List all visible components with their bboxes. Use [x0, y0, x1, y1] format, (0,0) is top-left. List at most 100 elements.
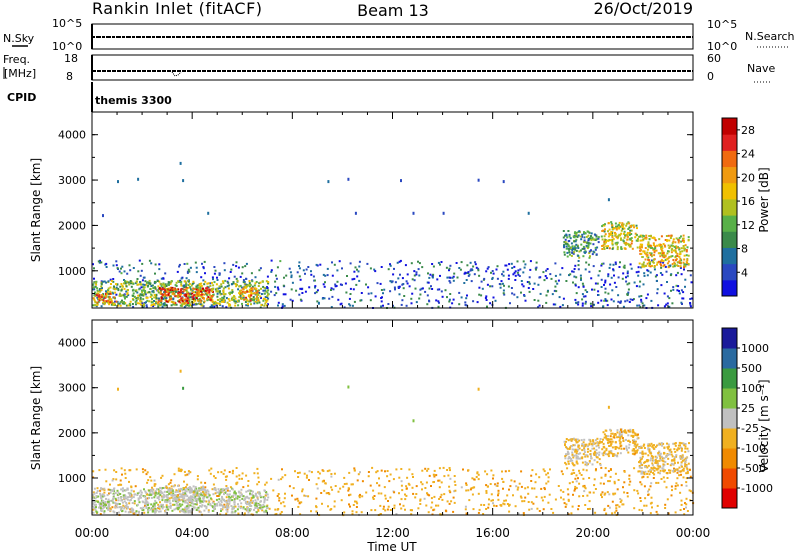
velocity-cell	[619, 501, 622, 503]
velocity-cell	[393, 491, 396, 494]
power-cell	[472, 265, 475, 268]
power-cell	[418, 297, 421, 300]
power-cell	[682, 291, 685, 294]
velocity-cell	[667, 447, 670, 450]
power-cell	[683, 249, 686, 252]
power-cell	[140, 300, 143, 303]
power-cell	[142, 283, 145, 286]
velocity-cell	[95, 506, 97, 509]
velocity-cell	[192, 503, 195, 505]
power-cell	[389, 280, 392, 283]
power-colorbar-swatch	[722, 134, 737, 151]
power-cell	[609, 233, 612, 236]
velocity-cell	[226, 510, 229, 513]
velocity-cell	[168, 487, 171, 490]
velocity-cell	[665, 486, 668, 489]
power-cell	[685, 263, 688, 266]
power-cell	[180, 277, 183, 280]
velocity-cell	[222, 505, 225, 508]
power-cell	[675, 274, 678, 277]
power-cell	[264, 299, 267, 302]
velocity-cell	[247, 480, 250, 482]
power-cell	[687, 254, 690, 257]
power-point	[137, 177, 140, 181]
velocity-cell	[228, 497, 231, 500]
velocity-cell	[172, 499, 175, 502]
velocity-cell	[604, 474, 607, 477]
power-cell	[653, 265, 656, 267]
velocity-cell	[124, 472, 127, 475]
power-cell	[676, 264, 679, 267]
velocity-cell	[685, 477, 688, 480]
power-cell	[574, 264, 577, 267]
power-cell	[189, 266, 192, 269]
velocity-cell	[161, 507, 164, 510]
velocity-cell	[180, 468, 183, 471]
power-cell	[614, 231, 616, 234]
power-cell	[507, 285, 510, 288]
velocity-cell	[609, 444, 612, 447]
power-cell	[162, 277, 165, 280]
power-cell	[192, 287, 195, 290]
power-cell	[674, 241, 677, 244]
power-cell	[310, 273, 313, 276]
velocity-cell	[199, 497, 202, 500]
velocity-cell	[150, 503, 153, 506]
power-cell	[669, 245, 672, 248]
velocity-cell	[165, 506, 168, 508]
power-cell	[129, 280, 132, 282]
power-cell	[307, 266, 310, 268]
power-cell	[177, 288, 180, 291]
velocity-cell	[121, 487, 124, 490]
power-cell	[614, 233, 617, 236]
velocity-cell	[233, 490, 236, 493]
velocity-cell	[249, 508, 252, 511]
velocity-cell	[578, 482, 581, 485]
velocity-cell	[680, 503, 683, 506]
power-cell	[582, 295, 585, 298]
velocity-cell	[242, 507, 245, 510]
velocity-cell	[149, 490, 152, 493]
velocity-cell	[139, 507, 142, 510]
power-cell	[290, 276, 293, 279]
power-cell	[667, 260, 670, 263]
power-cell	[683, 258, 686, 261]
power-cell	[604, 291, 607, 294]
velocity-cell	[236, 508, 239, 511]
velocity-cell	[575, 439, 578, 442]
velocity-cell	[115, 471, 118, 473]
power-cell	[284, 293, 287, 296]
power-cell	[221, 300, 223, 303]
velocity-cell	[596, 461, 599, 464]
power-cell	[446, 296, 448, 299]
velocity-cell	[208, 500, 211, 503]
velocity-cell	[509, 485, 512, 488]
velocity-cell	[150, 507, 153, 510]
power-cell	[153, 296, 156, 299]
velocity-cell	[151, 507, 154, 510]
power-cell	[684, 265, 687, 268]
power-cell	[673, 249, 675, 252]
velocity-cell	[223, 503, 226, 506]
power-cell	[351, 304, 354, 307]
velocity-cell	[297, 476, 300, 478]
velocity-cell	[625, 438, 627, 441]
velocity-cell	[684, 457, 687, 460]
power-cell	[383, 288, 386, 291]
power-cell	[145, 283, 148, 286]
velocity-cell	[543, 488, 546, 491]
velocity-cell	[685, 506, 687, 509]
velocity-cell	[136, 492, 139, 495]
power-cell	[127, 281, 130, 284]
power-cell	[685, 260, 688, 263]
power-cell	[657, 252, 660, 255]
power-cell	[498, 283, 501, 285]
power-cell	[636, 227, 638, 230]
power-cell	[234, 283, 237, 285]
power-cell	[219, 300, 221, 303]
power-colorbar-tick-label: 28	[741, 124, 755, 137]
velocity-cell	[616, 446, 619, 449]
power-cell	[533, 299, 536, 301]
power-cell	[465, 279, 468, 281]
velocity-cell	[607, 441, 609, 444]
